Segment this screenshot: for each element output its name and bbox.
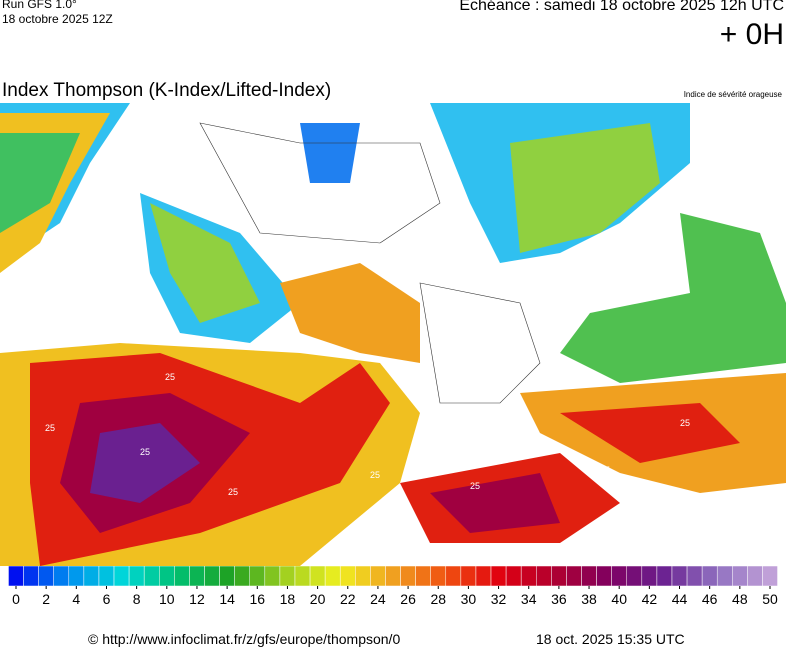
colorbar-swatch — [113, 566, 130, 587]
colorbar-swatch — [566, 566, 582, 587]
map: 25 25 25 25 25 25 25 25 25 — [0, 103, 786, 566]
colorbar-tick-label: 6 — [103, 591, 111, 607]
colorbar-swatch — [686, 566, 703, 587]
colorbar-tick-label: 16 — [249, 591, 265, 607]
colorbar-tick-label: 20 — [310, 591, 326, 607]
colorbar-swatch — [430, 566, 447, 587]
colorbar-swatch — [98, 566, 115, 587]
colorbar-tick-label: 32 — [491, 591, 507, 607]
colorbar-swatch — [596, 566, 612, 587]
colorbar-tick-label: 2 — [42, 591, 50, 607]
colorbar-swatch — [370, 566, 386, 587]
colorbar-swatch — [747, 566, 763, 587]
colorbar-swatch — [23, 566, 39, 587]
colorbar-tick-label: 30 — [461, 591, 477, 607]
colorbar-swatch — [490, 566, 507, 587]
colorbar-swatch — [234, 566, 250, 587]
contour-label: 25 — [140, 447, 150, 457]
colorbar-swatch — [159, 566, 175, 587]
colorbar-swatch — [641, 566, 658, 587]
colorbar-swatch — [505, 566, 522, 587]
colorbar-swatch — [536, 566, 552, 587]
colorbar-swatch — [551, 566, 567, 587]
contour-label: 25 — [370, 470, 380, 480]
colorbar-swatch — [249, 566, 266, 587]
colorbar-swatch — [38, 566, 54, 587]
colorbar-swatch — [460, 566, 477, 587]
colorbar-tick-label: 18 — [280, 591, 296, 607]
colorbar: 0 2 4 6 8 10 12 14 16 18 20 22 24 26 28 30 32 34 36 38 40 42 4… — [8, 566, 778, 607]
colorbar-swatch — [626, 566, 643, 587]
colorbar-swatch — [279, 566, 296, 587]
map-subtitle: Indice de sévérité orageuse — [683, 90, 782, 99]
colorbar-swatch — [53, 566, 70, 587]
colorbar-swatch — [324, 566, 341, 587]
colorbar-tick-label: 24 — [370, 591, 386, 607]
colorbar-tick-label: 44 — [672, 591, 688, 607]
source: © http://www.infoclimat.fr/z/gfs/europe/… — [88, 631, 401, 647]
colorbar-swatch — [415, 566, 431, 587]
colorbar-tick-label: 10 — [159, 591, 175, 607]
colorbar-tick-label: 22 — [340, 591, 356, 607]
colorbar-swatch — [581, 566, 597, 587]
colorbar-tick-label: 14 — [219, 591, 235, 607]
colorbar-tick-label: 50 — [762, 591, 778, 607]
colorbar-tick-label: 4 — [72, 591, 80, 607]
colorbar-swatch — [8, 566, 24, 587]
colorbar-tick-label: 8 — [133, 591, 141, 607]
colorbar-swatch — [339, 566, 356, 587]
colorbar-swatch — [264, 566, 281, 587]
colorbar-swatch — [189, 566, 205, 587]
contour-label: 25 — [165, 372, 175, 382]
colorbar-tick-label: 26 — [400, 591, 416, 607]
colorbar-swatch — [294, 566, 311, 587]
colorbar-swatch — [355, 566, 371, 587]
colorbar-tick-label: 38 — [581, 591, 597, 607]
map-title: Index Thompson (K-Index/Lifted-Index) — [2, 80, 332, 101]
run-label: Run GFS 1.0° — [2, 0, 77, 11]
colorbar-tick-label: 46 — [702, 591, 718, 607]
colorbar-tick-label: 12 — [189, 591, 205, 607]
colorbar-tick-label: 40 — [611, 591, 627, 607]
contour-label: 25 — [600, 465, 610, 475]
colorbar-swatch — [475, 566, 492, 587]
colorbar-swatch — [309, 566, 326, 587]
colorbar-tick-label: 28 — [430, 591, 446, 607]
colorbar-swatch — [701, 566, 718, 587]
colorbar-swatch — [762, 566, 778, 587]
contour-label: 25 — [228, 487, 238, 497]
contour-label: 25 — [470, 481, 480, 491]
colorbar-swatch — [656, 566, 673, 587]
colorbar-swatch — [385, 566, 401, 587]
colorbar-tick-label: 34 — [521, 591, 537, 607]
contour-label: 25 — [95, 205, 105, 215]
contour-label: 25 — [680, 418, 690, 428]
colorbar-swatch — [400, 566, 416, 587]
colorbar-swatch — [520, 566, 537, 587]
colorbar-tick-label: 48 — [732, 591, 748, 607]
colorbar-swatch — [204, 566, 220, 587]
colorbar-swatch — [174, 566, 190, 587]
colorbar-swatch — [445, 566, 462, 587]
timestamp: 18 oct. 2025 15:35 UTC — [536, 631, 685, 647]
colorbar-tick-label: 0 — [12, 591, 20, 607]
run-date: 18 octobre 2025 12Z — [2, 12, 113, 26]
colorbar-swatch — [671, 566, 688, 587]
colorbar-swatch — [716, 566, 733, 587]
offset: + 0H — [719, 18, 784, 51]
colorbar-tick-label: 42 — [642, 591, 658, 607]
colorbar-swatch — [219, 566, 235, 587]
colorbar-swatch — [732, 566, 748, 587]
colorbar-tick-label: 36 — [551, 591, 567, 607]
colorbar-swatch — [143, 566, 160, 587]
contour-label: 25 — [45, 423, 55, 433]
colorbar-swatch — [83, 566, 100, 587]
colorbar-swatch — [611, 566, 627, 587]
echeance: Echéance : samedi 18 octobre 2025 12h UT… — [459, 0, 784, 14]
colorbar-swatch — [128, 566, 145, 587]
colorbar-swatch — [68, 566, 85, 587]
